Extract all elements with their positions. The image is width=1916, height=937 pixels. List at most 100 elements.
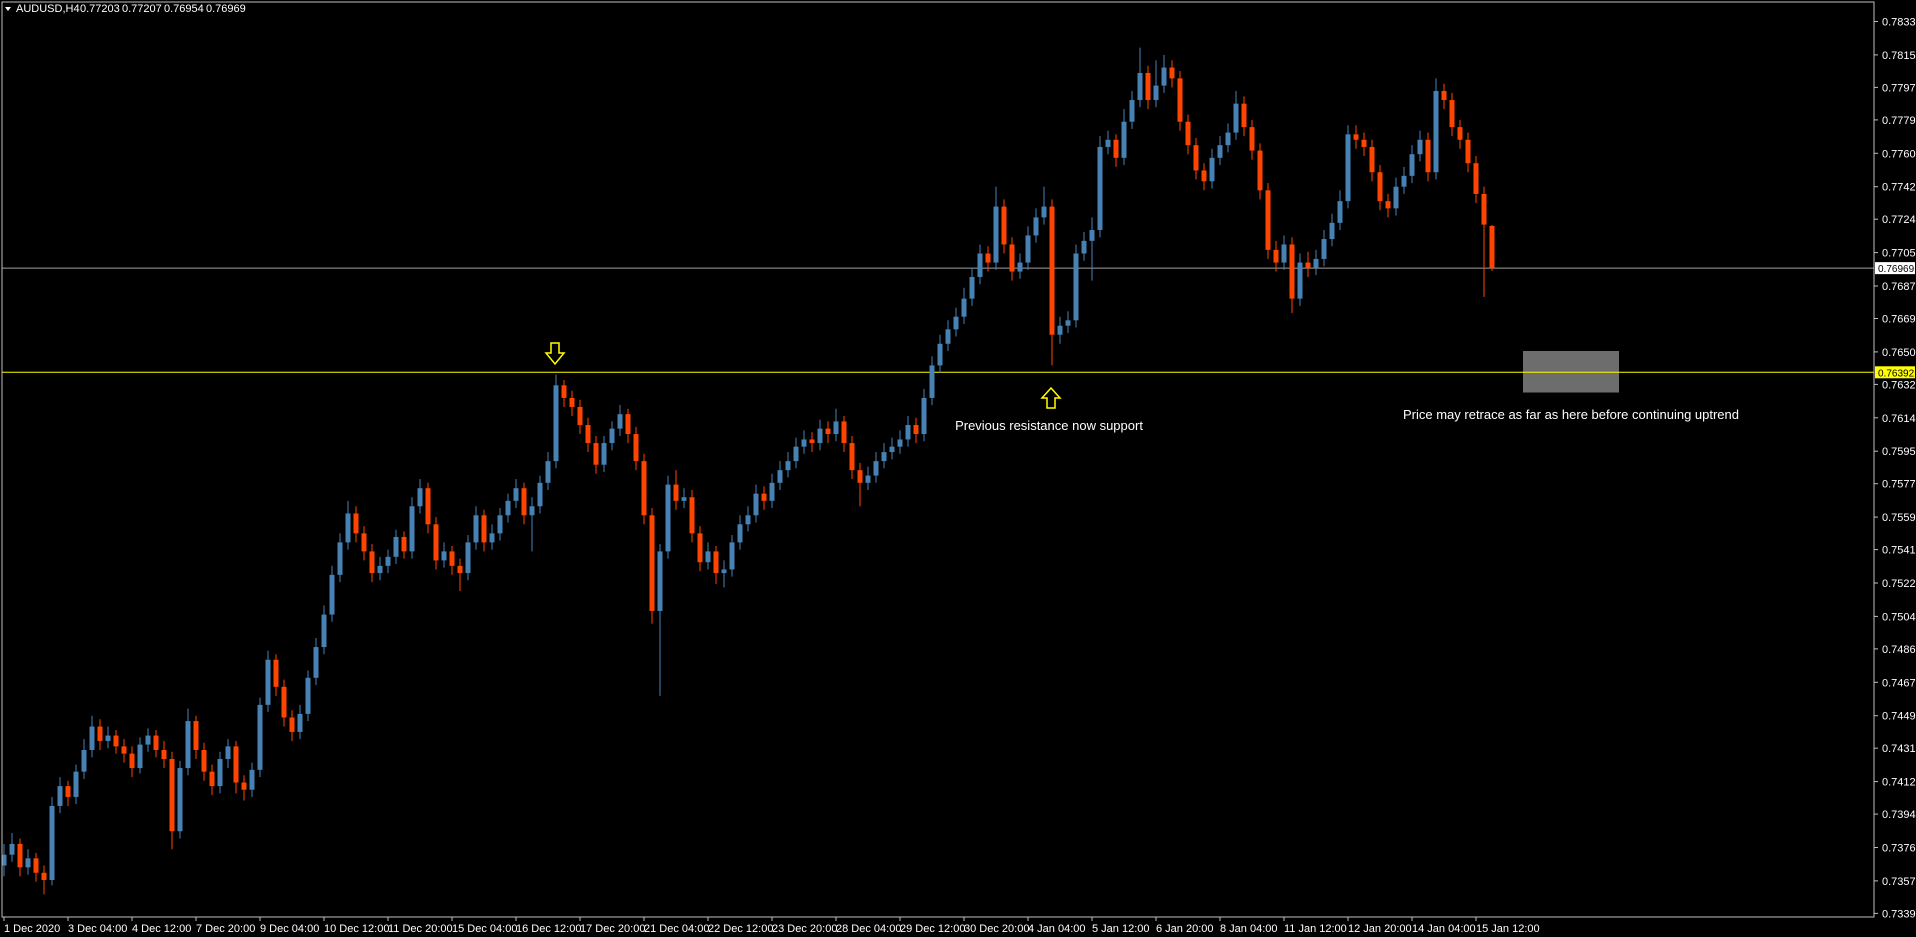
candle-body (1489, 225, 1495, 269)
x-tick-label: 7 Dec 20:00 (196, 923, 255, 935)
candle-body (1249, 127, 1255, 151)
candle-body (1073, 253, 1079, 321)
x-tick-label: 23 Dec 20:00 (772, 923, 837, 935)
candle-body (1009, 244, 1015, 272)
candle-body (489, 533, 495, 543)
candle-body (881, 452, 887, 462)
candle-body (481, 515, 487, 543)
candle-body (601, 443, 607, 465)
candle-body (49, 805, 55, 880)
y-tick-label: 0.75225 (1882, 578, 1916, 590)
candle-body (1153, 85, 1159, 101)
candle-body (185, 721, 191, 769)
level-label-bg (1875, 262, 1915, 275)
candle-body (1305, 262, 1311, 268)
candle-body (1449, 100, 1455, 128)
x-tick-label: 15 Dec 04:00 (452, 923, 517, 935)
candle-body (89, 726, 95, 750)
candle-body (1233, 103, 1239, 133)
candle-body (1193, 145, 1199, 171)
candle-body (585, 425, 591, 444)
candle-body (241, 782, 247, 790)
candle-body (1041, 206, 1047, 218)
candle-body (233, 746, 239, 783)
annotation: Price may retrace as far as here before … (1403, 407, 1739, 422)
candle-body (1137, 72, 1143, 101)
candle-body (1, 854, 7, 866)
candle-body (457, 565, 463, 574)
candle-body (945, 329, 951, 344)
candle-body (793, 446, 799, 462)
candle-body (505, 500, 511, 516)
candle-body (977, 253, 983, 277)
candle-body (137, 744, 143, 769)
candle-body (1145, 72, 1151, 101)
candle-body (1377, 172, 1383, 202)
candle-body (905, 425, 911, 440)
candle-body (1121, 121, 1127, 158)
candle-body (897, 439, 903, 447)
candle-body (313, 647, 319, 678)
y-tick-label: 0.76325 (1882, 379, 1916, 391)
candle-body (1017, 262, 1023, 272)
candle-body (737, 524, 743, 543)
candle-body (1337, 201, 1343, 223)
y-tick-label: 0.74675 (1882, 677, 1916, 689)
x-tick-label: 28 Dec 04:00 (836, 923, 901, 935)
y-tick-label: 0.73575 (1882, 876, 1916, 888)
candle-body (1401, 175, 1407, 187)
x-tick-label: 16 Dec 12:00 (516, 923, 581, 935)
candle-body (865, 475, 871, 483)
candle-body (993, 206, 999, 263)
candle-body (841, 421, 847, 444)
candle-body (1441, 91, 1447, 101)
candle-body (113, 735, 119, 747)
candle-body (577, 406, 583, 426)
candle-body (249, 769, 255, 790)
arrow-up (1040, 386, 1062, 409)
candle-body (393, 536, 399, 557)
candle-body (1345, 134, 1351, 202)
last-low: 0.76954 (164, 3, 204, 15)
candle-body (153, 735, 159, 750)
last-close: 0.76969 (206, 3, 246, 15)
x-tick-label: 9 Dec 04:00 (260, 923, 319, 935)
candle-body (337, 542, 343, 575)
candle-body (1065, 320, 1071, 326)
candle-body (785, 461, 791, 471)
candle-body (1297, 262, 1303, 299)
candle-body (1217, 145, 1223, 158)
candle-body (801, 439, 807, 447)
x-tick-label: 11 Dec 20:00 (388, 923, 453, 935)
candle-body (473, 515, 479, 543)
candle-body (889, 446, 895, 453)
candle-body (449, 551, 455, 566)
candle-body (1457, 127, 1463, 140)
menu-triangle[interactable] (5, 7, 11, 11)
candle-body (1049, 206, 1055, 335)
candle-body (1025, 235, 1031, 263)
candle-body (561, 385, 567, 398)
x-tick-label: 17 Dec 20:00 (580, 923, 645, 935)
candle-body (273, 659, 279, 687)
candle-body (817, 428, 823, 444)
candle-body (41, 872, 47, 880)
candle-body (1169, 67, 1175, 79)
candle-body (345, 513, 351, 543)
candle-body (705, 551, 711, 563)
candle-body (697, 533, 703, 563)
candle-body (145, 735, 151, 745)
x-tick-label: 15 Jan 12:00 (1476, 923, 1540, 935)
y-tick-label: 0.73945 (1882, 809, 1916, 821)
candle-body (105, 735, 111, 741)
candle-body (1241, 103, 1247, 128)
candle-body (177, 768, 183, 832)
